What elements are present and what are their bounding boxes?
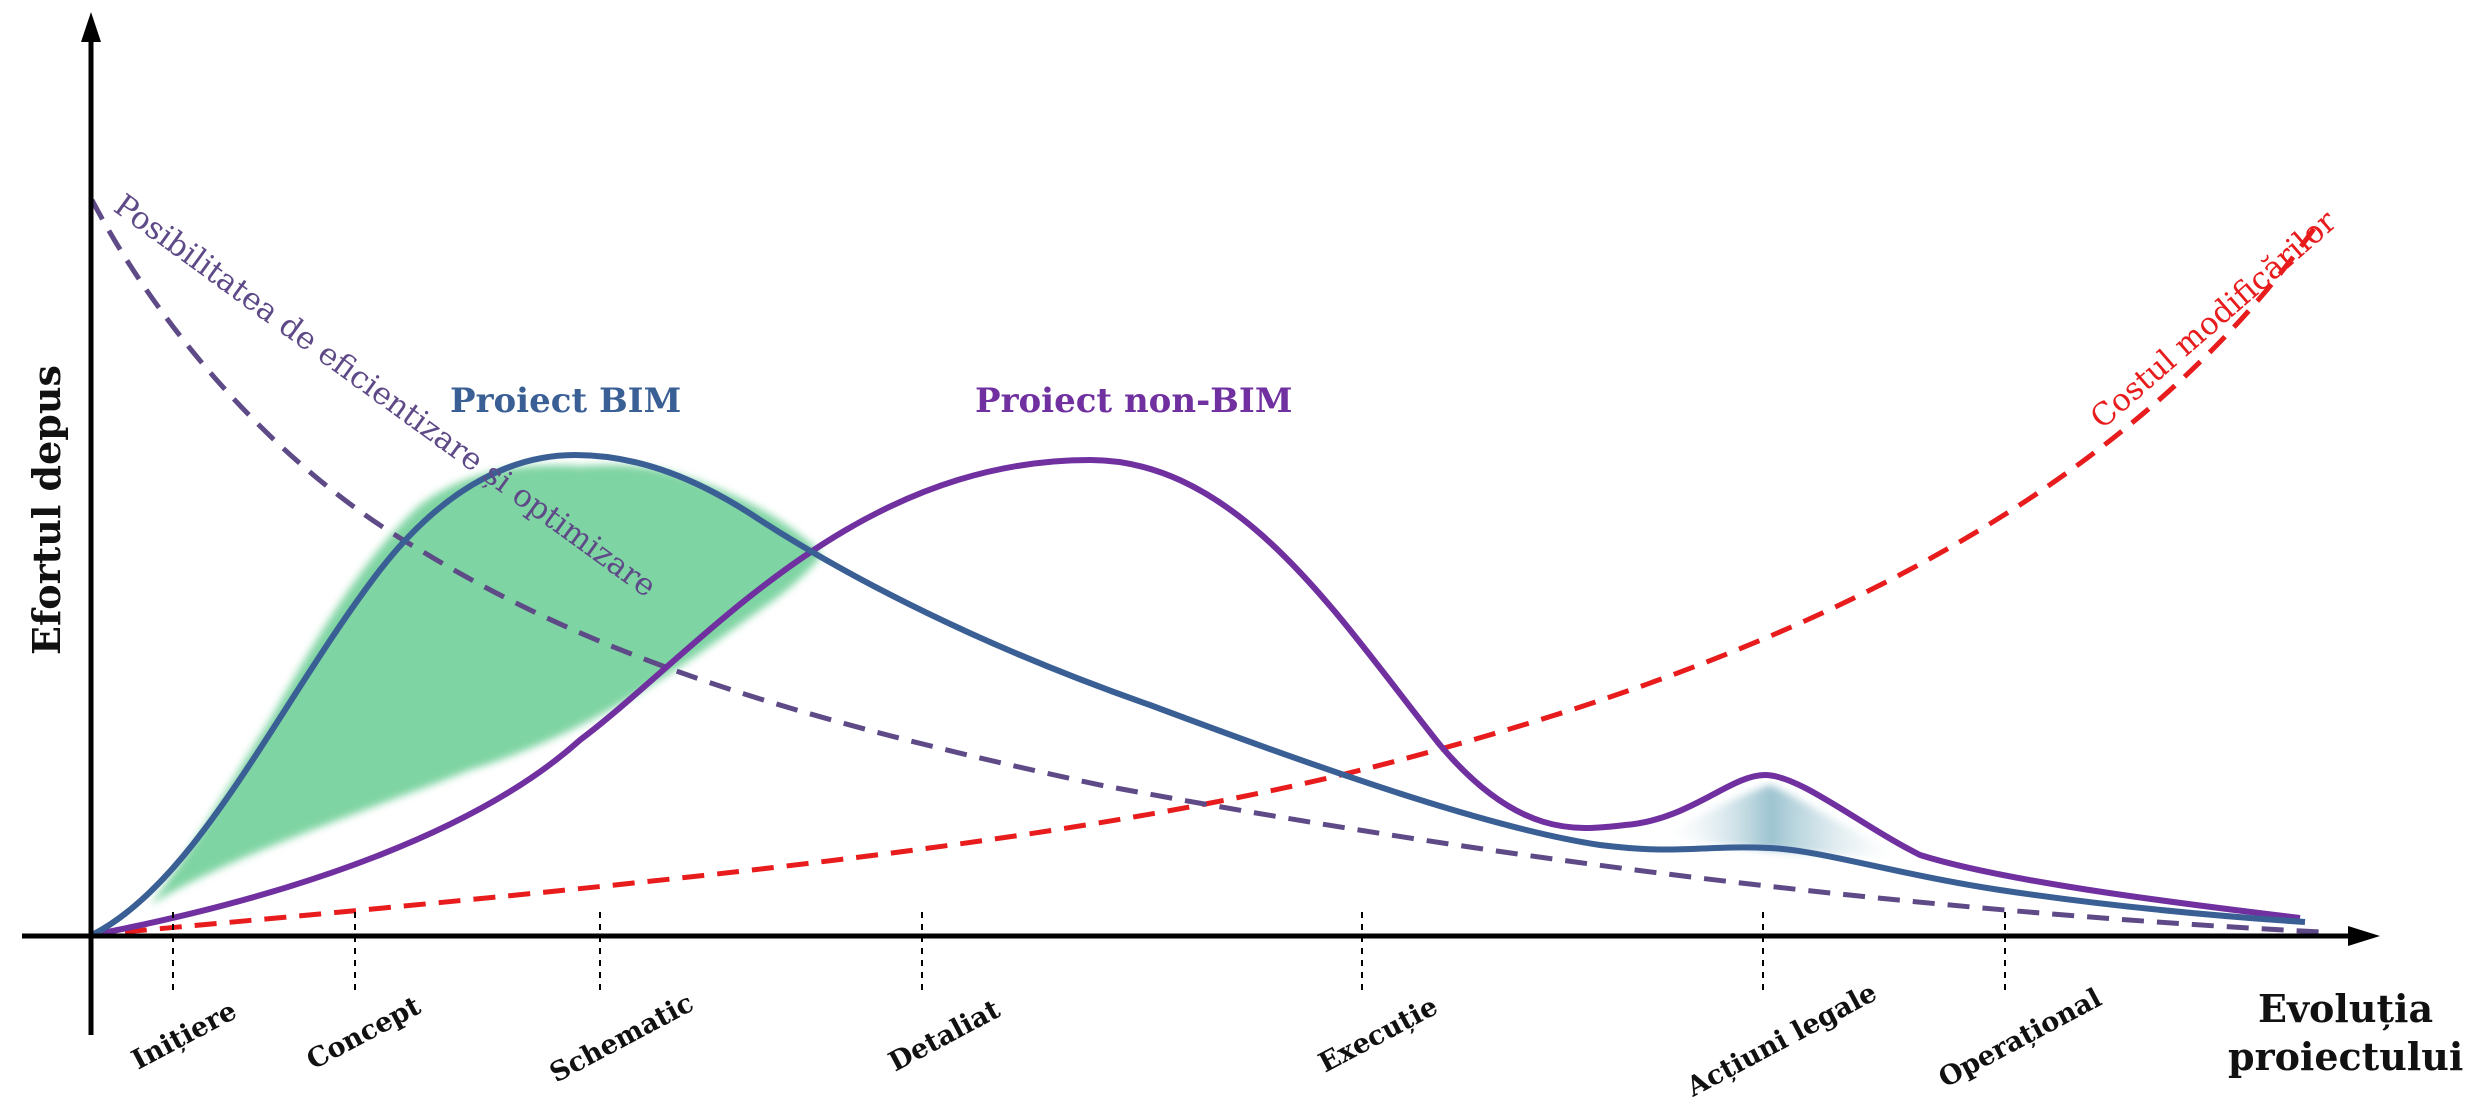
- cost-curve-label: Costul modificărilor: [2084, 203, 2344, 436]
- x-axis-arrow: [2348, 926, 2380, 946]
- phase-label-executie: Execuție: [1314, 991, 1443, 1079]
- x-axis-label-line2: proiectului: [2228, 1034, 2463, 1079]
- phase-label-initiere: Inițiere: [127, 995, 242, 1076]
- phase-label-schematic: Schematic: [545, 988, 699, 1090]
- late-savings-area: [1665, 785, 1900, 856]
- phase-label-concept: Concept: [302, 990, 427, 1076]
- bim-curve-label: Proiect BIM: [450, 381, 681, 421]
- bim-savings-area: [150, 464, 822, 905]
- phase-label-detaliat: Detaliat: [884, 994, 1006, 1078]
- bim-project-curve: [90, 451, 2306, 938]
- x-axis-label-line1: Evoluția: [2258, 986, 2433, 1031]
- y-axis-label: Efortul depus: [24, 365, 69, 655]
- y-axis-arrow: [81, 12, 101, 42]
- non-bim-project-curve: [91, 456, 2301, 938]
- optimization-possibility-curve: [89, 198, 2321, 935]
- phase-ticks: [172, 912, 2006, 990]
- cost-of-changes-curve: [89, 218, 2323, 938]
- phase-label-actiuni-legale: Acțiuni legale: [1681, 977, 1882, 1104]
- phase-label-operational: Operațional: [1934, 983, 2107, 1095]
- non-bim-curve-label: Proiect non-BIM: [975, 381, 1292, 421]
